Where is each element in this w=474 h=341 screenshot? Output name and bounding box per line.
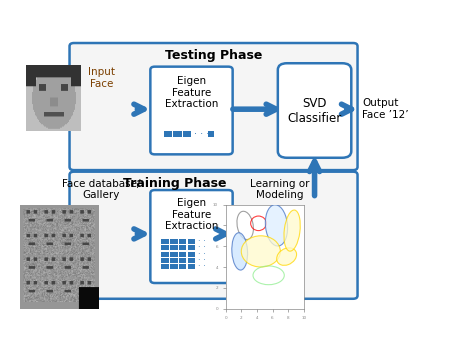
Bar xyxy=(161,252,169,257)
Bar xyxy=(170,264,178,269)
Text: · · ·: · · · xyxy=(194,129,210,139)
Bar xyxy=(179,264,186,269)
FancyBboxPatch shape xyxy=(278,63,351,158)
Bar xyxy=(188,252,195,257)
Bar xyxy=(170,252,178,257)
Bar xyxy=(161,264,169,269)
FancyBboxPatch shape xyxy=(70,43,357,170)
Ellipse shape xyxy=(232,233,247,270)
FancyBboxPatch shape xyxy=(70,172,357,299)
Bar xyxy=(188,239,195,244)
Bar xyxy=(188,245,195,250)
Bar xyxy=(208,131,214,137)
Bar xyxy=(161,245,169,250)
Ellipse shape xyxy=(241,236,280,267)
Text: Eigen
Feature
Extraction: Eigen Feature Extraction xyxy=(165,76,218,109)
Text: Output
Face ’12’: Output Face ’12’ xyxy=(362,99,409,120)
Text: Learning or
Modeling: Learning or Modeling xyxy=(250,179,310,201)
Text: · ·: · · xyxy=(198,262,206,271)
Bar xyxy=(164,131,172,137)
Ellipse shape xyxy=(284,210,300,251)
FancyBboxPatch shape xyxy=(150,66,233,154)
Bar xyxy=(179,252,186,257)
Text: Eigen
Feature
Extraction: Eigen Feature Extraction xyxy=(165,198,218,232)
Bar xyxy=(188,258,195,263)
Text: Input
Face: Input Face xyxy=(88,67,115,89)
Ellipse shape xyxy=(277,248,297,265)
Bar xyxy=(179,258,186,263)
Bar xyxy=(170,245,178,250)
Text: SVD
Classifier: SVD Classifier xyxy=(287,97,342,124)
Ellipse shape xyxy=(265,205,288,246)
Text: Testing Phase: Testing Phase xyxy=(165,49,262,62)
Bar xyxy=(173,131,182,137)
FancyBboxPatch shape xyxy=(150,190,233,283)
Text: · ·: · · xyxy=(198,243,206,252)
Text: Face database/
Gallery: Face database/ Gallery xyxy=(62,179,141,201)
Text: · ·: · · xyxy=(198,237,206,246)
Bar xyxy=(188,264,195,269)
Bar xyxy=(161,239,169,244)
Bar xyxy=(170,239,178,244)
Text: Training Phase: Training Phase xyxy=(123,177,226,191)
Bar xyxy=(161,258,169,263)
Bar xyxy=(179,245,186,250)
Text: · ·: · · xyxy=(198,250,206,258)
Bar xyxy=(183,131,191,137)
Bar xyxy=(170,258,178,263)
Bar xyxy=(179,239,186,244)
Text: · ·: · · xyxy=(198,256,206,265)
